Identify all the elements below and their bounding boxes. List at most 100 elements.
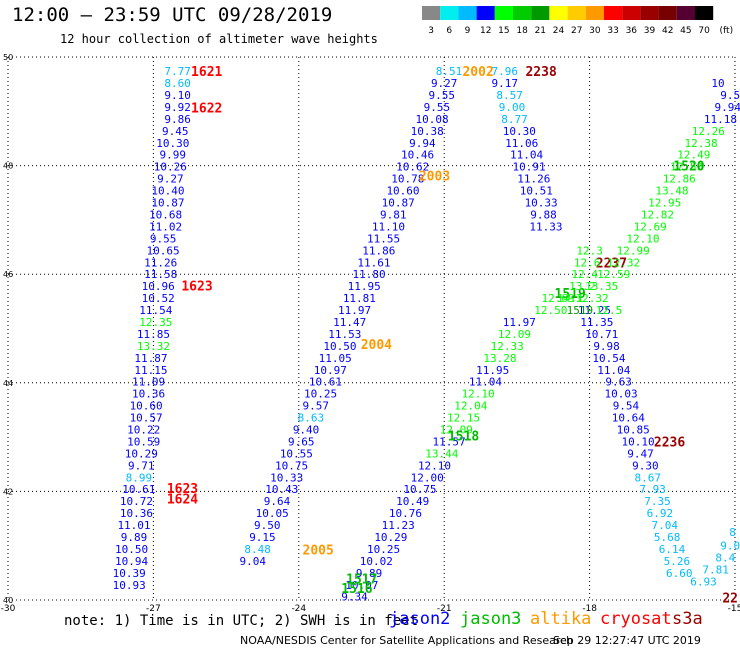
wave-height-value: 9.50 — [254, 519, 281, 532]
footer-note: note: 1) Time is in UTC; 2) SWH is in fe… — [64, 613, 419, 629]
wave-height-value: 11.26 — [517, 173, 550, 186]
wave-height-value: 11.58 — [144, 268, 177, 281]
colorbar-label: 33 — [607, 26, 618, 36]
wave-height-value: 12.99 — [617, 244, 650, 257]
wave-height-value: 13.28 — [483, 352, 516, 365]
wave-height-value: 12.26 — [692, 125, 725, 138]
wave-height-value: 9.55 — [429, 89, 456, 102]
pass-time-label: 1520 — [673, 160, 704, 175]
wave-height-value: 10.25 — [304, 388, 337, 401]
wave-height-value: 7.93 — [639, 483, 666, 496]
wave-height-value: 11.18 — [704, 113, 737, 126]
wave-height-value: 9.54 — [613, 400, 640, 413]
colorbar-swatch — [585, 6, 604, 20]
colorbar-label: 42 — [662, 26, 673, 36]
wave-height-value: 10.29 — [125, 447, 158, 460]
pass-time-label: 1519 — [555, 287, 586, 302]
wave-height-value: 9.89 — [121, 531, 148, 544]
wave-height-value: 6.93 — [690, 576, 717, 589]
wave-height-value: 11.05 — [319, 352, 352, 365]
wave-height-value: 11.95 — [476, 364, 509, 377]
y-tick-label: 40 — [3, 596, 13, 605]
wave-height-value: 9.63 — [605, 376, 632, 389]
wave-height-value: 10.36 — [132, 388, 165, 401]
wave-height-value: 10 — [711, 77, 724, 90]
pass-time-label: 2236 — [654, 435, 685, 450]
colorbar-swatch — [658, 6, 677, 20]
wave-height-value: 11.01 — [117, 519, 150, 532]
wave-height-value: 10.43 — [265, 483, 298, 496]
wave-height-value: 11.95 — [348, 280, 381, 293]
colorbar-swatch — [476, 6, 495, 20]
wave-height-value: 10.64 — [612, 412, 645, 425]
colorbar-swatch — [695, 6, 714, 20]
wave-height-value: 10.46 — [401, 149, 434, 162]
wave-height-value: 10.33 — [270, 471, 303, 484]
wave-height-value: 12.32 — [575, 292, 608, 305]
wave-height-value: 11.25 — [578, 304, 611, 317]
wave-height-value: 11.81 — [343, 292, 376, 305]
wave-height-value: 10.50 — [115, 543, 148, 556]
wave-height-value: 6.14 — [659, 543, 686, 556]
colorbar-label: 21 — [535, 26, 546, 36]
colorbar-swatch — [494, 6, 513, 20]
wave-height-value: 8.99 — [126, 471, 153, 484]
colorbar-label: 45 — [680, 26, 691, 36]
wave-height-value: 13.44 — [425, 447, 458, 460]
wave-height-value: 10.03 — [605, 388, 638, 401]
wave-height-value: 10.10 — [622, 435, 655, 448]
colorbar-swatch — [676, 6, 695, 20]
wave-height-value: 12.15 — [447, 412, 480, 425]
wave-height-value: 9.71 — [128, 459, 155, 472]
pass-time-label: 2238 — [525, 65, 556, 80]
colorbar-swatch — [458, 6, 477, 20]
wave-height-value: 9.65 — [288, 435, 315, 448]
colorbar-label: 9 — [465, 26, 471, 36]
x-tick-label: -24 — [291, 604, 306, 614]
wave-height-value: 7.96 — [492, 65, 519, 78]
wave-height-value: 12.10 — [626, 232, 659, 245]
wave-height-value: 10.50 — [323, 340, 356, 353]
wave-height-value: 11.53 — [328, 328, 361, 341]
footer-timestamp: Sep 29 12:27:47 UTC 2019 — [553, 634, 701, 647]
wave-height-value: 10.93 — [113, 579, 146, 592]
y-tick-label: 50 — [3, 53, 13, 62]
wave-height-value: 10.33 — [525, 197, 558, 210]
wave-height-value: 7.77 — [164, 65, 191, 78]
wave-height-value: 12.09 — [440, 423, 473, 436]
wave-height-value: 10.22 — [127, 423, 160, 436]
colorbar-label: 39 — [644, 26, 656, 36]
legend-s3a: s3a — [672, 609, 703, 629]
wave-height-value: 9.17 — [492, 77, 519, 90]
wave-height-value: 10.07 — [345, 579, 378, 592]
pass-time-label: 2003 — [419, 169, 450, 184]
wave-height-value: 10.62 — [396, 161, 429, 174]
wave-height-value: 10.40 — [151, 185, 184, 198]
legend-jason2: jason2 — [389, 609, 451, 629]
wave-height-value: 10.85 — [617, 423, 650, 436]
wave-height-value: 9.10 — [164, 89, 191, 102]
pass-time-label: 1516 — [341, 582, 372, 597]
chart-title: 12:00 – 23:59 UTC 09/28/2019 — [12, 4, 333, 26]
wave-height-value: 12.59 — [597, 268, 630, 281]
wave-height-value: 11.80 — [353, 268, 386, 281]
pass-time-label: 1623 — [181, 280, 212, 295]
wave-height-value: 10.78 — [391, 173, 424, 186]
wave-height-value: 12.04 — [454, 400, 487, 413]
wave-height-value: 12.95 — [648, 197, 681, 210]
wave-height-value: 11.85 — [137, 328, 170, 341]
wave-height-value: 8.63 — [298, 412, 325, 425]
wave-height-value: 9.99 — [160, 149, 187, 162]
wave-height-value: 10.51 — [520, 185, 553, 198]
wave-height-value: 10.39 — [113, 567, 146, 580]
wave-height-value: 7.04 — [651, 519, 678, 532]
wave-height-value: 9.57 — [303, 400, 330, 413]
wave-height-value: 11.10 — [372, 220, 405, 233]
wave-height-value: 9.94 — [714, 101, 740, 114]
wave-height-value: 10.02 — [360, 555, 393, 568]
wave-height-value: 10.65 — [147, 244, 180, 257]
pass-time-label: 1621 — [191, 65, 222, 80]
wave-height-value: 10.57 — [130, 412, 163, 425]
colorbar-label: 27 — [571, 26, 582, 36]
